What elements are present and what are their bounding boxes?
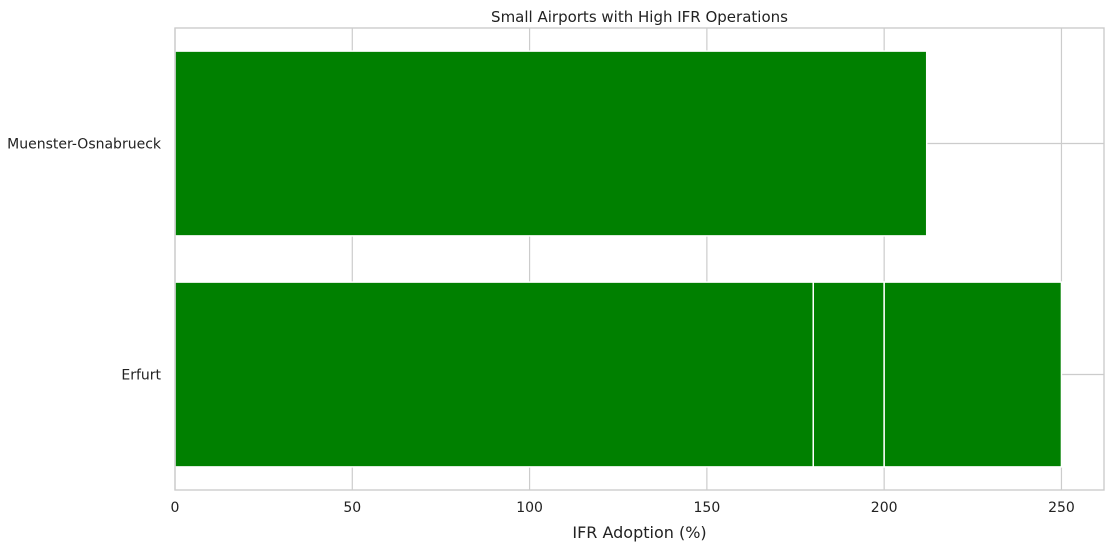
x-tick-label: 150 bbox=[694, 500, 721, 516]
x-axis-label: IFR Adoption (%) bbox=[572, 523, 706, 542]
bar-segment bbox=[883, 281, 1063, 468]
bar-segment bbox=[812, 281, 885, 468]
y-category-label: Muenster-Osnabrueck bbox=[7, 137, 162, 153]
bar-layer bbox=[174, 50, 1063, 468]
tick-layer: 0 50 100 150 200 250 bbox=[171, 500, 1075, 516]
plot-frame bbox=[174, 27, 1105, 491]
category-layer: Erfurt Muenster-Osnabrueck bbox=[7, 137, 162, 384]
x-tick-label: 0 bbox=[171, 500, 180, 516]
x-tick-label: 200 bbox=[871, 500, 898, 516]
chart-title: Small Airports with High IFR Operations bbox=[491, 8, 788, 26]
x-tick-label: 250 bbox=[1048, 500, 1075, 516]
x-tick-label: 100 bbox=[516, 500, 543, 516]
bar bbox=[174, 50, 928, 237]
x-tick-label: 50 bbox=[343, 500, 361, 516]
y-category-label: Erfurt bbox=[121, 368, 161, 384]
bar-segment bbox=[174, 281, 814, 468]
